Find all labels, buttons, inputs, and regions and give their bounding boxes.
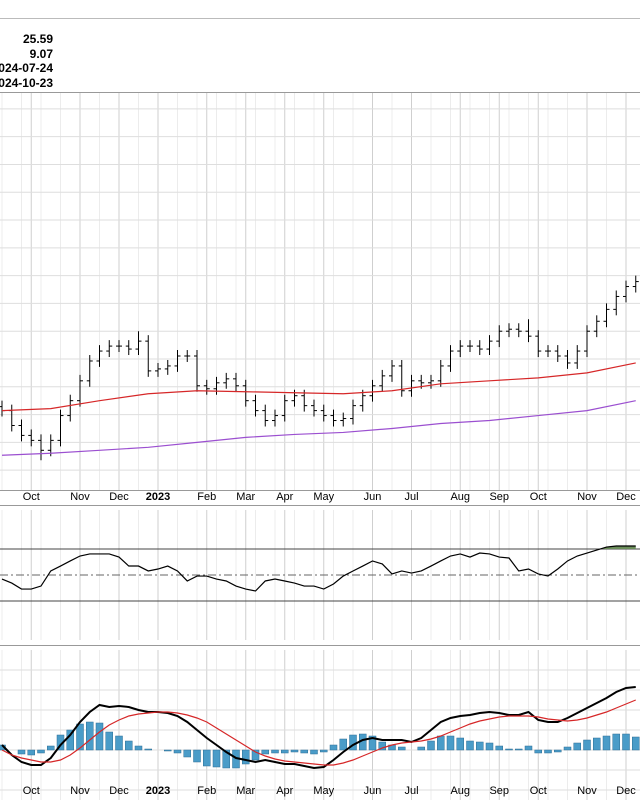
histogram-bar xyxy=(612,733,620,751)
header-date: 2024-07-24 xyxy=(0,61,53,75)
histogram-bar xyxy=(593,737,601,751)
x-tick-label: Feb xyxy=(197,491,216,503)
histogram-bar xyxy=(86,721,94,751)
x-tick-label: Oct xyxy=(23,785,40,797)
x-tick-label: Sep xyxy=(489,491,509,503)
x-tick-label: Dec xyxy=(109,491,129,503)
x-tick-label: Jun xyxy=(364,785,382,797)
histogram-bar xyxy=(212,749,221,768)
histogram-bar xyxy=(495,745,503,751)
x-tick-label: Mar xyxy=(236,491,255,503)
x-tick-label: Aug xyxy=(450,491,470,503)
histogram-bar xyxy=(290,749,299,753)
x-tick-label: Oct xyxy=(530,785,547,797)
histogram-bar xyxy=(320,749,328,753)
histogram-bar xyxy=(251,749,260,761)
histogram-bar xyxy=(105,731,113,751)
x-tick-label: Aug xyxy=(450,785,470,797)
histogram-bar xyxy=(76,723,84,751)
histogram-bar xyxy=(554,749,562,753)
moving-average xyxy=(1,400,636,456)
moving-average xyxy=(1,362,636,412)
histogram-bar xyxy=(378,741,386,751)
oscillator-line xyxy=(1,545,636,592)
histogram-bar xyxy=(515,748,523,751)
x-tick-label: Jul xyxy=(404,491,418,503)
histogram-bar xyxy=(115,735,123,751)
histogram-bar xyxy=(534,749,542,754)
histogram-bar xyxy=(339,738,347,751)
x-tick-label: 2023 xyxy=(146,491,170,503)
histogram-bar xyxy=(144,748,152,751)
histogram-bar xyxy=(485,742,494,751)
histogram-bar xyxy=(183,749,191,758)
x-tick-label: Mar xyxy=(236,785,255,797)
histogram-bar xyxy=(368,735,377,751)
x-tick-label: Nov xyxy=(577,491,597,503)
histogram-bar xyxy=(173,749,182,754)
histogram-bar xyxy=(37,749,45,754)
histogram-bar xyxy=(329,744,338,751)
histogram-bar xyxy=(17,749,26,755)
x-tick-label: Nov xyxy=(577,785,597,797)
x-tick-label: Dec xyxy=(616,491,636,503)
x-tick-label: 2023 xyxy=(146,785,170,797)
histogram-bar xyxy=(134,745,143,751)
histogram-bar xyxy=(476,741,484,751)
histogram-bar xyxy=(300,749,308,754)
histogram-bar xyxy=(417,746,425,751)
macd-line xyxy=(1,686,636,770)
header-date: 2024-10-23 xyxy=(0,76,53,90)
x-tick-label: Dec xyxy=(109,785,129,797)
histogram-bar xyxy=(544,749,552,754)
x-tick-label: Sep xyxy=(489,785,509,797)
histogram-bar xyxy=(193,749,201,763)
histogram-bar xyxy=(466,740,474,751)
x-tick-label: Apr xyxy=(276,785,293,797)
x-tick-label: Feb xyxy=(197,785,216,797)
histogram-bar xyxy=(125,740,133,751)
x-tick-label: May xyxy=(313,491,334,503)
histogram-bar xyxy=(573,742,581,751)
histogram-bar xyxy=(203,749,211,767)
histogram-bar xyxy=(622,733,630,751)
x-tick-label: Oct xyxy=(530,491,547,503)
histogram-bar xyxy=(47,745,55,751)
histogram-bar xyxy=(456,737,464,751)
histogram-bar xyxy=(632,736,640,751)
x-tick-label: Dec xyxy=(616,785,636,797)
histogram-bar xyxy=(446,735,455,751)
histogram-bar xyxy=(271,749,279,754)
histogram-bar xyxy=(95,722,104,751)
histogram-bar xyxy=(437,735,445,751)
x-tick-label: Apr xyxy=(276,491,293,503)
x-tick-label: Oct xyxy=(23,491,40,503)
histogram-bar xyxy=(583,739,591,751)
x-tick-label: May xyxy=(313,785,334,797)
header-value: 25.59 xyxy=(23,32,53,46)
histogram-bar xyxy=(27,749,35,756)
histogram-bar xyxy=(563,746,572,751)
x-tick-label: Jul xyxy=(404,785,418,797)
histogram-bar xyxy=(242,749,250,765)
macd-line xyxy=(1,699,636,766)
histogram-bar xyxy=(222,749,230,769)
x-tick-label: Nov xyxy=(70,785,90,797)
histogram-bar xyxy=(310,749,318,755)
histogram-bar xyxy=(398,746,406,751)
histogram-bar xyxy=(427,740,435,751)
x-tick-label: Nov xyxy=(70,491,90,503)
histogram-bar xyxy=(281,749,289,754)
histogram-bar xyxy=(602,735,611,751)
histogram-bar xyxy=(164,749,172,752)
header-value: 9.07 xyxy=(30,47,54,61)
histogram-bar xyxy=(524,745,533,751)
histogram-bar xyxy=(261,749,269,755)
histogram-bar xyxy=(505,748,513,751)
x-tick-label: Jun xyxy=(364,491,382,503)
